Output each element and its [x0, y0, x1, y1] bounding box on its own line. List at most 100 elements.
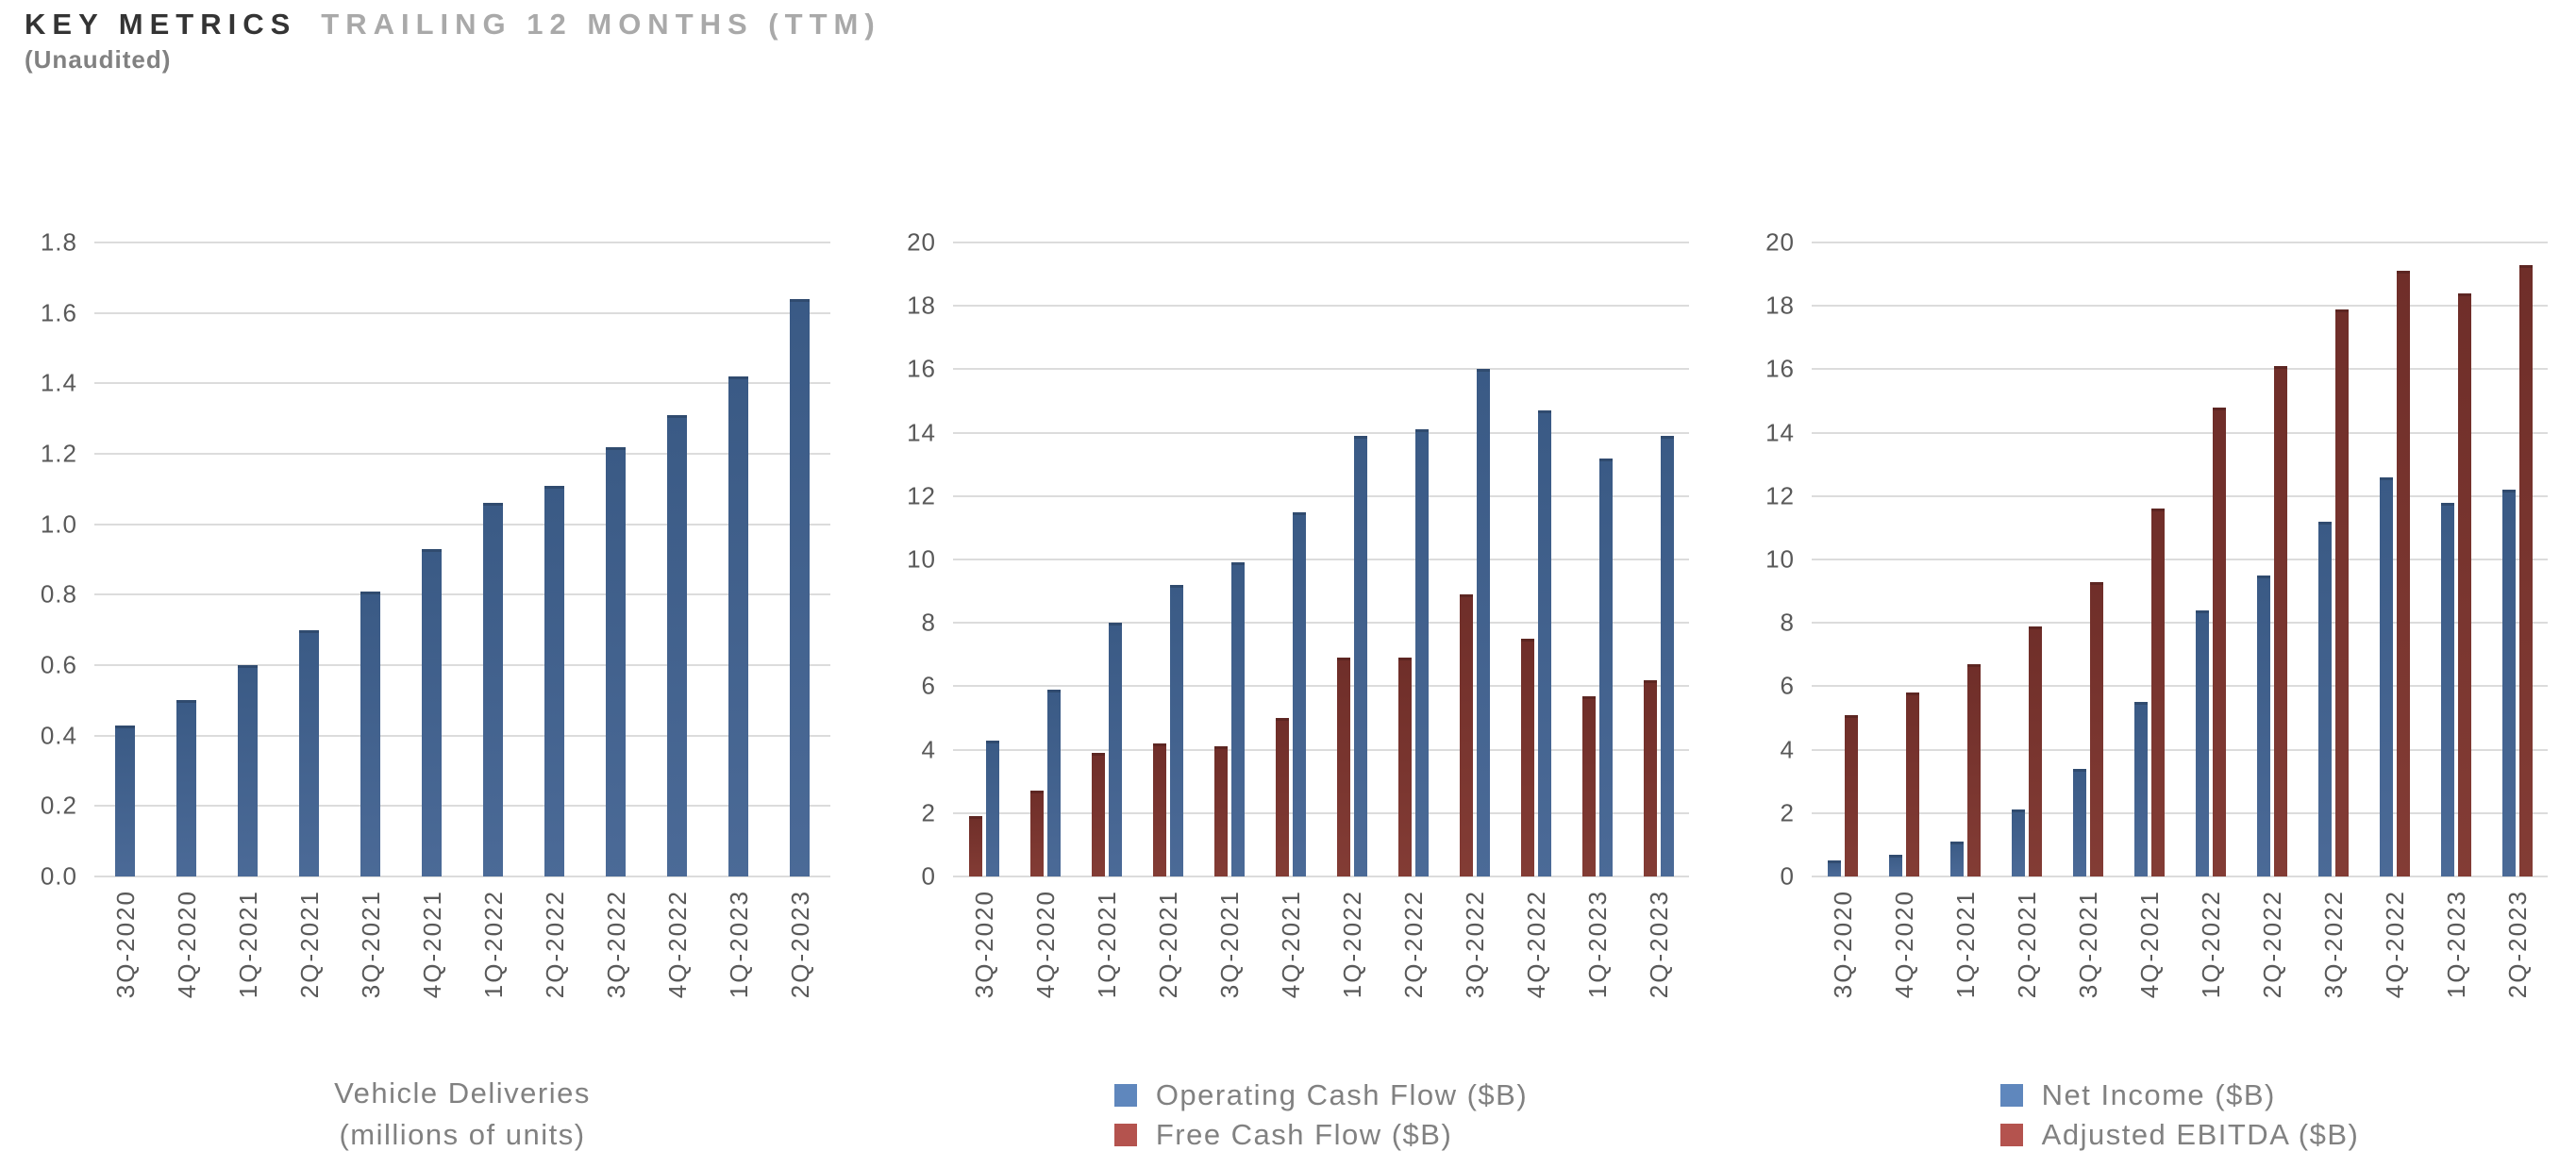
bar-blue [2072, 768, 2086, 876]
x-axis-label: 4Q-2020 [172, 890, 201, 999]
bar-blue [1353, 436, 1367, 876]
bar-group [2118, 242, 2180, 876]
charts-row: 0.0 0.2 0.4 0.6 0.8 1.0 1.2 1.4 1.6 1.8 3Q-2020 4Q… [0, 228, 2576, 1157]
bar-blue [1888, 854, 1902, 876]
x-axis-label: 4Q-2021 [1276, 890, 1305, 999]
x-axis-label: 2Q-2022 [2257, 890, 2286, 999]
bar-blue [2317, 521, 2332, 876]
bar-groups [94, 242, 830, 876]
x-axis-label: 2Q-2021 [294, 890, 324, 999]
legend-label: Net Income ($B) [2041, 1078, 2276, 1111]
legend-swatch-blue [1113, 1083, 1137, 1107]
bar-red [2212, 407, 2226, 876]
gridline [94, 382, 830, 385]
bar-blue [2440, 502, 2454, 876]
bar-group [1014, 242, 1076, 876]
bar-group [2241, 242, 2302, 876]
bar-group [2364, 242, 2425, 876]
bar-groups [953, 242, 1689, 876]
x-slot: 3Q-2022 [1444, 890, 1505, 1041]
bar-blue [2379, 476, 2393, 876]
x-axis-label: 2Q-2021 [2012, 890, 2041, 999]
x-axis-label: 1Q-2022 [1337, 890, 1366, 999]
gridline [953, 559, 1689, 560]
x-axis-label: 1Q-2023 [2441, 890, 2470, 999]
x-slot: 4Q-2020 [156, 890, 217, 1041]
bar-red [1459, 594, 1473, 876]
y-tick-label: 0 [1780, 861, 1795, 891]
x-axis-label: 4Q-2020 [1030, 890, 1060, 999]
bar-red [1152, 743, 1166, 876]
x-axis-label: 4Q-2022 [1521, 890, 1550, 999]
x-slot: 2Q-2022 [524, 890, 585, 1041]
x-slot: 1Q-2022 [2180, 890, 2241, 1041]
y-tick-label: 0.4 [40, 721, 77, 750]
bar-blue [1476, 369, 1490, 876]
y-tick-label: 0 [921, 861, 936, 891]
x-axis-label: 3Q-2022 [2318, 890, 2348, 999]
x-slot: 3Q-2022 [585, 890, 646, 1041]
legend-row: Net Income ($B) [1999, 1077, 2360, 1112]
x-axis-label: 2Q-2021 [1153, 890, 1182, 999]
bar-red [2273, 366, 2287, 876]
x-slot: 4Q-2022 [2364, 890, 2425, 1041]
bar-group [769, 242, 830, 876]
y-tick-label: 1.8 [40, 227, 77, 257]
bar-blue [2133, 702, 2148, 876]
legend-row: Operating Cash Flow ($B) [1113, 1077, 1529, 1112]
bar-blue [606, 446, 626, 876]
gridline [94, 453, 830, 455]
bar-group [94, 242, 156, 876]
y-tick-label: 2 [1780, 798, 1795, 827]
x-axis-label: 3Q-2022 [601, 890, 630, 999]
x-slot: 3Q-2020 [953, 890, 1014, 1041]
bar-blue [422, 548, 442, 876]
x-axis-label: 4Q-2022 [2380, 890, 2409, 999]
x-axis-label: 3Q-2022 [1460, 890, 1489, 999]
bar-red [1581, 695, 1596, 876]
x-slot: 1Q-2021 [217, 890, 278, 1041]
bar-group [217, 242, 278, 876]
x-axis-label: 1Q-2023 [1582, 890, 1612, 999]
x-axis-label: 2Q-2023 [2502, 890, 2532, 999]
x-slot: 2Q-2022 [1382, 890, 1444, 1041]
gridline [1812, 811, 2548, 814]
gridline [94, 523, 830, 526]
legend-label: Operating Cash Flow ($B) [1155, 1078, 1529, 1111]
bar-blue [2501, 490, 2516, 876]
plot-area: 0 2 4 6 8 10 12 14 16 18 20 [907, 228, 1689, 891]
bar-red [1844, 714, 1858, 876]
y-tick-label: 6 [921, 671, 936, 700]
y-tick-label: 12 [1765, 481, 1795, 510]
legend-swatch-red [1999, 1123, 2023, 1146]
x-slot: 1Q-2023 [708, 890, 769, 1041]
plot-area: 0 2 4 6 8 10 12 14 16 18 20 [1765, 228, 2548, 891]
gridline [94, 593, 830, 596]
page-title: KEY METRICS TRAILING 12 MONTHS (TTM) [25, 8, 881, 42]
gridline [953, 368, 1689, 371]
x-slot: 1Q-2021 [1076, 890, 1137, 1041]
x-slot: 1Q-2022 [1321, 890, 1382, 1041]
bar-blue [985, 740, 999, 876]
legend-swatch-blue [1999, 1083, 2023, 1107]
gridline [1812, 876, 2548, 877]
y-tick-label: 0.2 [40, 791, 77, 820]
x-slot: 2Q-2021 [278, 890, 340, 1041]
gridline [1812, 305, 2548, 308]
bar-blue [1046, 689, 1061, 876]
bar-blue [115, 725, 135, 876]
y-tick-label: 20 [907, 227, 936, 257]
chart-cash-flow: 0 2 4 6 8 10 12 14 16 18 20 3Q-2020 4Q-2020 1Q-2021 2… [859, 228, 1717, 1157]
x-axis-label: 4Q-2021 [2134, 890, 2164, 999]
bar-group [1382, 242, 1444, 876]
x-axis-label: 3Q-2020 [969, 890, 998, 999]
gridline [953, 242, 1689, 243]
gridline [953, 811, 1689, 814]
gridline [1812, 431, 2548, 434]
y-tick-label: 6 [1780, 671, 1795, 700]
gridline [953, 876, 1689, 877]
bar-blue [667, 414, 687, 876]
bar-blue [1827, 860, 1841, 876]
gridline [1812, 748, 2548, 751]
gridline [94, 805, 830, 808]
